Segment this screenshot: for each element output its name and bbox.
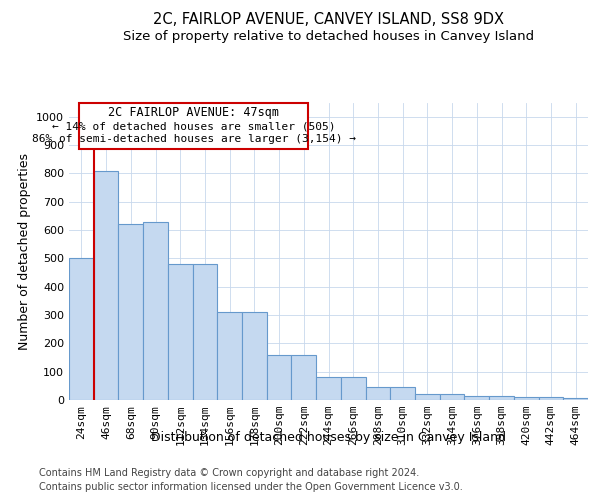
Bar	[69, 258, 94, 400]
Bar	[193, 264, 217, 400]
Bar	[118, 224, 143, 400]
Text: Contains HM Land Registry data © Crown copyright and database right 2024.: Contains HM Land Registry data © Crown c…	[39, 468, 419, 477]
Bar	[341, 378, 365, 400]
Bar	[390, 387, 415, 400]
Bar	[514, 397, 539, 400]
Text: 86% of semi-detached houses are larger (3,154) →: 86% of semi-detached houses are larger (…	[32, 134, 356, 144]
Bar	[464, 396, 489, 400]
Bar	[316, 378, 341, 400]
Text: Contains public sector information licensed under the Open Government Licence v3: Contains public sector information licen…	[39, 482, 463, 492]
Bar	[94, 170, 118, 400]
Bar	[79, 102, 308, 148]
Bar	[217, 312, 242, 400]
Text: ← 14% of detached houses are smaller (505): ← 14% of detached houses are smaller (50…	[52, 122, 335, 132]
Text: Distribution of detached houses by size in Canvey Island: Distribution of detached houses by size …	[151, 431, 506, 444]
Bar	[292, 354, 316, 400]
Bar	[539, 397, 563, 400]
Bar	[365, 387, 390, 400]
Y-axis label: Number of detached properties: Number of detached properties	[17, 153, 31, 350]
Bar	[489, 396, 514, 400]
Bar	[415, 394, 440, 400]
Bar	[242, 312, 267, 400]
Bar	[143, 222, 168, 400]
Text: 2C FAIRLOP AVENUE: 47sqm: 2C FAIRLOP AVENUE: 47sqm	[108, 106, 279, 119]
Bar	[563, 398, 588, 400]
Bar	[440, 394, 464, 400]
Bar	[267, 354, 292, 400]
Text: Size of property relative to detached houses in Canvey Island: Size of property relative to detached ho…	[123, 30, 535, 43]
Text: 2C, FAIRLOP AVENUE, CANVEY ISLAND, SS8 9DX: 2C, FAIRLOP AVENUE, CANVEY ISLAND, SS8 9…	[154, 12, 504, 28]
Bar	[168, 264, 193, 400]
